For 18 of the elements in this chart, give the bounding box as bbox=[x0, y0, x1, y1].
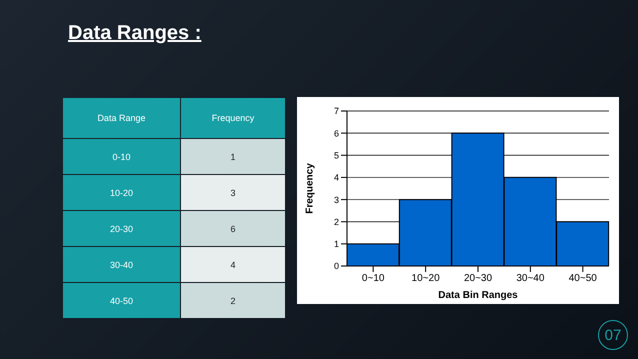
text: Data Ranges : bbox=[68, 22, 202, 45]
y-tick-label: 4 bbox=[334, 172, 339, 183]
y-tick-label: 1 bbox=[334, 239, 339, 250]
y-axis-title: Frequency bbox=[304, 162, 316, 214]
y-tick-label: 3 bbox=[334, 194, 339, 205]
y-tick-label: 7 bbox=[334, 106, 339, 116]
x-tick-label: 10~20 bbox=[412, 273, 440, 284]
x-tick-label: 0~10 bbox=[362, 273, 385, 284]
x-axis-title: Data Bin Ranges bbox=[438, 290, 518, 301]
y-tick-label: 5 bbox=[334, 150, 339, 160]
x-tick-label: 20~30 bbox=[464, 273, 492, 284]
y-tick-label: 2 bbox=[334, 216, 339, 227]
text: 07 bbox=[598, 320, 628, 350]
x-tick-label: 30~40 bbox=[516, 273, 545, 284]
x-tick-label: 40~50 bbox=[568, 273, 598, 284]
y-tick-label: 0 bbox=[334, 261, 339, 272]
y-tick-label: 6 bbox=[334, 128, 339, 138]
data-table: Data Range Frequency 0-10 1 10-20 3 20-30 6 30-40 4 40-50 2 bbox=[62, 97, 286, 319]
